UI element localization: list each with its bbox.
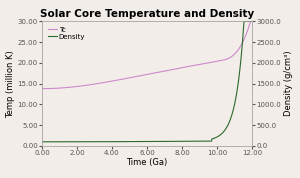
Tc [142,74,146,76]
Line: Tc: Tc [42,21,252,89]
Density [137,140,140,143]
Legend: Tc, Density: Tc, Density [48,26,86,41]
Density [142,140,146,143]
Tc [249,20,252,22]
Line: Density: Density [42,21,252,142]
Tc [244,34,247,36]
Density [250,20,254,22]
Density [244,20,248,22]
Tc [137,75,140,77]
Tc [250,20,254,22]
Density [51,141,55,143]
X-axis label: Time (Ga): Time (Ga) [126,158,168,166]
Density [244,20,248,22]
Y-axis label: Density (g/cm³): Density (g/cm³) [284,51,293,116]
Density [206,140,209,142]
Density [40,141,44,143]
Title: Solar Core Temperature and Density: Solar Core Temperature and Density [40,9,254,19]
Tc [51,87,55,90]
Tc [206,62,209,64]
Density [242,20,246,22]
Tc [244,34,248,36]
Y-axis label: Temp (million K): Temp (million K) [6,50,15,117]
Tc [40,88,44,90]
